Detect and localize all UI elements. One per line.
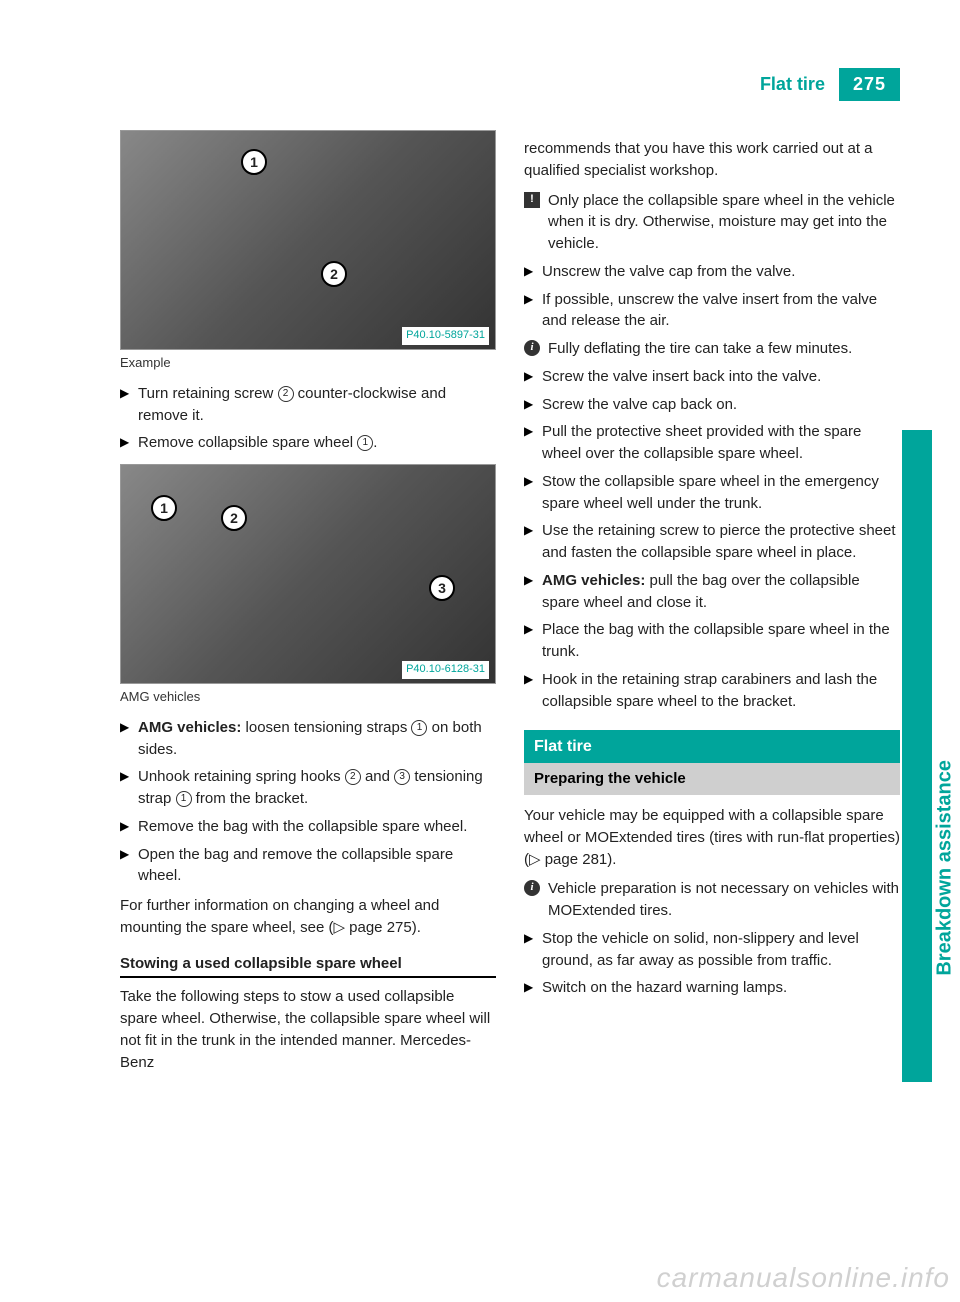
step: ▶ Remove collapsible spare wheel 1.	[120, 432, 496, 454]
step-marker: ▶	[524, 669, 542, 713]
figure-1-caption: Example	[120, 354, 496, 373]
step: ▶Unscrew the valve cap from the valve.	[524, 261, 900, 283]
figure-2: 1 2 3 P40.10-6128-31	[120, 464, 496, 684]
step-marker: ▶	[524, 421, 542, 465]
note-text: Only place the collapsible spare wheel i…	[548, 190, 900, 255]
step-text: Open the bag and remove the collapsible …	[138, 844, 496, 888]
step: ▶If possible, unscrew the valve insert f…	[524, 289, 900, 333]
figure-1-code: P40.10-5897-31	[402, 327, 489, 345]
side-section-label: Breakdown assistance	[934, 760, 957, 976]
watermark: carmanualsonline.info	[657, 1262, 950, 1294]
step: ▶ Remove the bag with the collapsible sp…	[120, 816, 496, 838]
note-text: Vehicle preparation is not necessary on …	[548, 878, 900, 922]
step-text: Stow the collapsible spare wheel in the …	[542, 471, 900, 515]
step: ▶Hook in the retaining strap carabiners …	[524, 669, 900, 713]
header-page-number: 275	[839, 68, 900, 101]
section-heading-teal: Flat tire	[524, 730, 900, 763]
step-text: Hook in the retaining strap carabiners a…	[542, 669, 900, 713]
step: ▶AMG vehicles: pull the bag over the col…	[524, 570, 900, 614]
side-tab	[902, 430, 932, 1082]
paragraph: For further information on changing a wh…	[120, 895, 496, 939]
step: ▶Screw the valve insert back into the va…	[524, 366, 900, 388]
step-marker: ▶	[120, 717, 138, 761]
step-marker: ▶	[524, 977, 542, 999]
step: ▶Screw the valve cap back on.	[524, 394, 900, 416]
step-text: Switch on the hazard warning lamps.	[542, 977, 900, 999]
step-text: Use the retaining screw to pierce the pr…	[542, 520, 900, 564]
step-text: Remove the bag with the collapsible spar…	[138, 816, 496, 838]
callout-1: 1	[241, 149, 267, 175]
warning-icon: !	[524, 192, 540, 208]
left-column: 1 2 P40.10-5897-31 Example ▶ Turn retain…	[120, 130, 496, 1240]
step-marker: ▶	[524, 570, 542, 614]
info-icon: i	[524, 340, 540, 356]
step-marker: ▶	[120, 432, 138, 454]
info-note: i Fully deflating the tire can take a fe…	[524, 338, 900, 360]
step: ▶ Open the bag and remove the collapsibl…	[120, 844, 496, 888]
step: ▶Use the retaining screw to pierce the p…	[524, 520, 900, 564]
step-marker: ▶	[524, 366, 542, 388]
step-text: Turn retaining screw 2 counter-clockwise…	[138, 383, 496, 427]
step-text: AMG vehicles: loosen tensioning straps 1…	[138, 717, 496, 761]
step-text: Pull the protective sheet provided with …	[542, 421, 900, 465]
warning-note: ! Only place the collapsible spare wheel…	[524, 190, 900, 255]
step-marker: ▶	[524, 394, 542, 416]
step-marker: ▶	[524, 289, 542, 333]
step: ▶Stop the vehicle on solid, non-slippery…	[524, 928, 900, 972]
step-marker: ▶	[524, 928, 542, 972]
info-note: i Vehicle preparation is not necessary o…	[524, 878, 900, 922]
page-header: Flat tire 275	[746, 68, 900, 101]
step-text: Place the bag with the collapsible spare…	[542, 619, 900, 663]
subheading: Stowing a used collapsible spare wheel	[120, 953, 496, 979]
step-text: Unhook retaining spring hooks 2 and 3 te…	[138, 766, 496, 810]
step-text: Screw the valve insert back into the val…	[542, 366, 900, 388]
step: ▶Switch on the hazard warning lamps.	[524, 977, 900, 999]
figure-2-code: P40.10-6128-31	[402, 661, 489, 679]
paragraph: recommends that you have this work carri…	[524, 138, 900, 182]
step-marker: ▶	[120, 844, 138, 888]
note-text: Fully deflating the tire can take a few …	[548, 338, 900, 360]
figure-2-caption: AMG vehicles	[120, 688, 496, 707]
step-text: Unscrew the valve cap from the valve.	[542, 261, 900, 283]
step-marker: ▶	[524, 261, 542, 283]
step: ▶ AMG vehicles: loosen tensioning straps…	[120, 717, 496, 761]
step-marker: ▶	[120, 383, 138, 427]
step: ▶Pull the protective sheet provided with…	[524, 421, 900, 465]
step-text: Stop the vehicle on solid, non-slippery …	[542, 928, 900, 972]
header-title: Flat tire	[746, 68, 839, 101]
step: ▶Stow the collapsible spare wheel in the…	[524, 471, 900, 515]
step-text: AMG vehicles: pull the bag over the coll…	[542, 570, 900, 614]
callout-1: 1	[151, 495, 177, 521]
right-column: recommends that you have this work carri…	[524, 130, 900, 1240]
step: ▶Place the bag with the collapsible spar…	[524, 619, 900, 663]
info-icon: i	[524, 880, 540, 896]
step: ▶ Unhook retaining spring hooks 2 and 3 …	[120, 766, 496, 810]
callout-2: 2	[221, 505, 247, 531]
callout-2: 2	[321, 261, 347, 287]
step-marker: ▶	[524, 520, 542, 564]
step: ▶ Turn retaining screw 2 counter-clockwi…	[120, 383, 496, 427]
paragraph: Your vehicle may be equipped with a coll…	[524, 805, 900, 870]
step-text: If possible, unscrew the valve insert fr…	[542, 289, 900, 333]
callout-3: 3	[429, 575, 455, 601]
step-marker: ▶	[524, 619, 542, 663]
step-marker: ▶	[120, 816, 138, 838]
paragraph: Take the following steps to stow a used …	[120, 986, 496, 1073]
step-text: Remove collapsible spare wheel 1.	[138, 432, 496, 454]
section-heading-gray: Preparing the vehicle	[524, 763, 900, 795]
step-marker: ▶	[120, 766, 138, 810]
step-marker: ▶	[524, 471, 542, 515]
step-text: Screw the valve cap back on.	[542, 394, 900, 416]
figure-1: 1 2 P40.10-5897-31	[120, 130, 496, 350]
